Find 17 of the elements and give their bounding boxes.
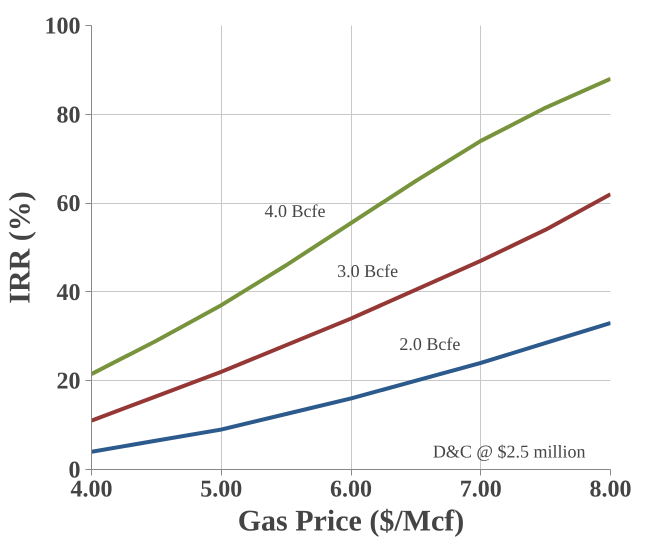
x-tick-label: 6.00 <box>330 476 372 502</box>
line-series <box>92 76 610 376</box>
annotation: D&C @ $2.5 million <box>432 442 586 462</box>
x-tick-label: 8.00 <box>590 476 632 502</box>
y-tick-label: 80 <box>56 102 80 128</box>
x-tick-label: 7.00 <box>460 476 502 502</box>
series-label: 2.0 Bcfe <box>399 334 460 354</box>
y-axis-title: IRR (%) <box>4 191 36 304</box>
x-axis-title: Gas Price ($/Mcf) <box>238 504 464 538</box>
line-series <box>92 192 610 423</box>
y-tick-label: 60 <box>56 191 80 218</box>
y-tick-label: 20 <box>56 368 80 395</box>
series-label: 3.0 Bcfe <box>337 261 398 282</box>
y-tick-label: 40 <box>56 280 80 306</box>
x-tick-label: 5.00 <box>200 476 242 502</box>
series-label: 4.0 Bcfe <box>264 201 326 222</box>
y-tick-label: 100 <box>44 14 80 40</box>
